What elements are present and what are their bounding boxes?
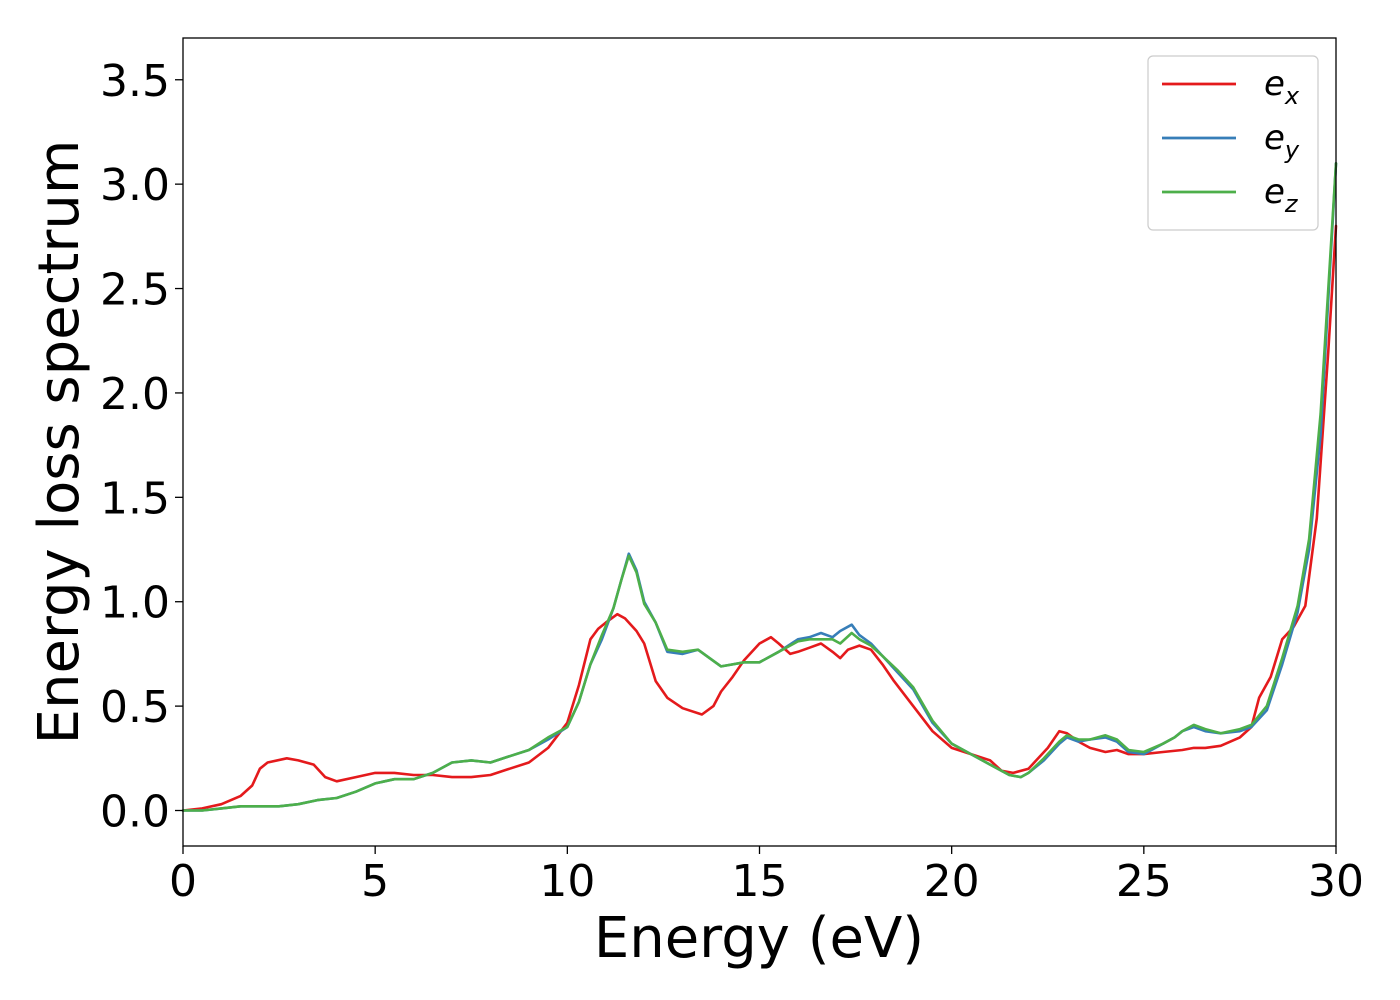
y-axis-ticks: 0.0 0.5 1.0 1.5 2.0 2.5 3.0 3.5 — [100, 56, 183, 838]
x-axis-title: Energy (eV) — [594, 906, 924, 971]
y-tick-label: 2.0 — [100, 369, 170, 420]
x-tick-label: 5 — [361, 856, 389, 907]
legend-label-ey: ey — [1264, 118, 1300, 164]
x-tick-label: 30 — [1308, 856, 1364, 907]
legend: ex ey ez — [1147, 55, 1319, 231]
x-tick-label: 15 — [732, 856, 788, 907]
legend-box — [1147, 55, 1319, 231]
x-tick-label: 25 — [1116, 856, 1172, 907]
y-tick-label: 1.0 — [100, 578, 170, 629]
y-tick-label: 0.0 — [100, 787, 170, 838]
x-axis-ticks: 0 5 10 15 20 25 30 — [169, 846, 1364, 907]
series-line-ez — [181, 162, 1338, 812]
x-tick-label: 0 — [169, 856, 197, 907]
y-tick-label: 2.5 — [100, 265, 170, 316]
x-tick-label: 10 — [539, 856, 595, 907]
y-tick-label: 3.0 — [100, 160, 170, 211]
y-tick-label: 0.5 — [100, 682, 170, 733]
series-layer — [181, 162, 1338, 812]
y-tick-label: 1.5 — [100, 473, 170, 524]
y-tick-label: 3.5 — [100, 56, 170, 107]
y-axis-title: Energy loss spectrum — [27, 140, 92, 745]
legend-label-ex: ex — [1264, 64, 1300, 110]
legend-label-ez: ez — [1264, 172, 1299, 218]
x-tick-label: 20 — [924, 856, 980, 907]
